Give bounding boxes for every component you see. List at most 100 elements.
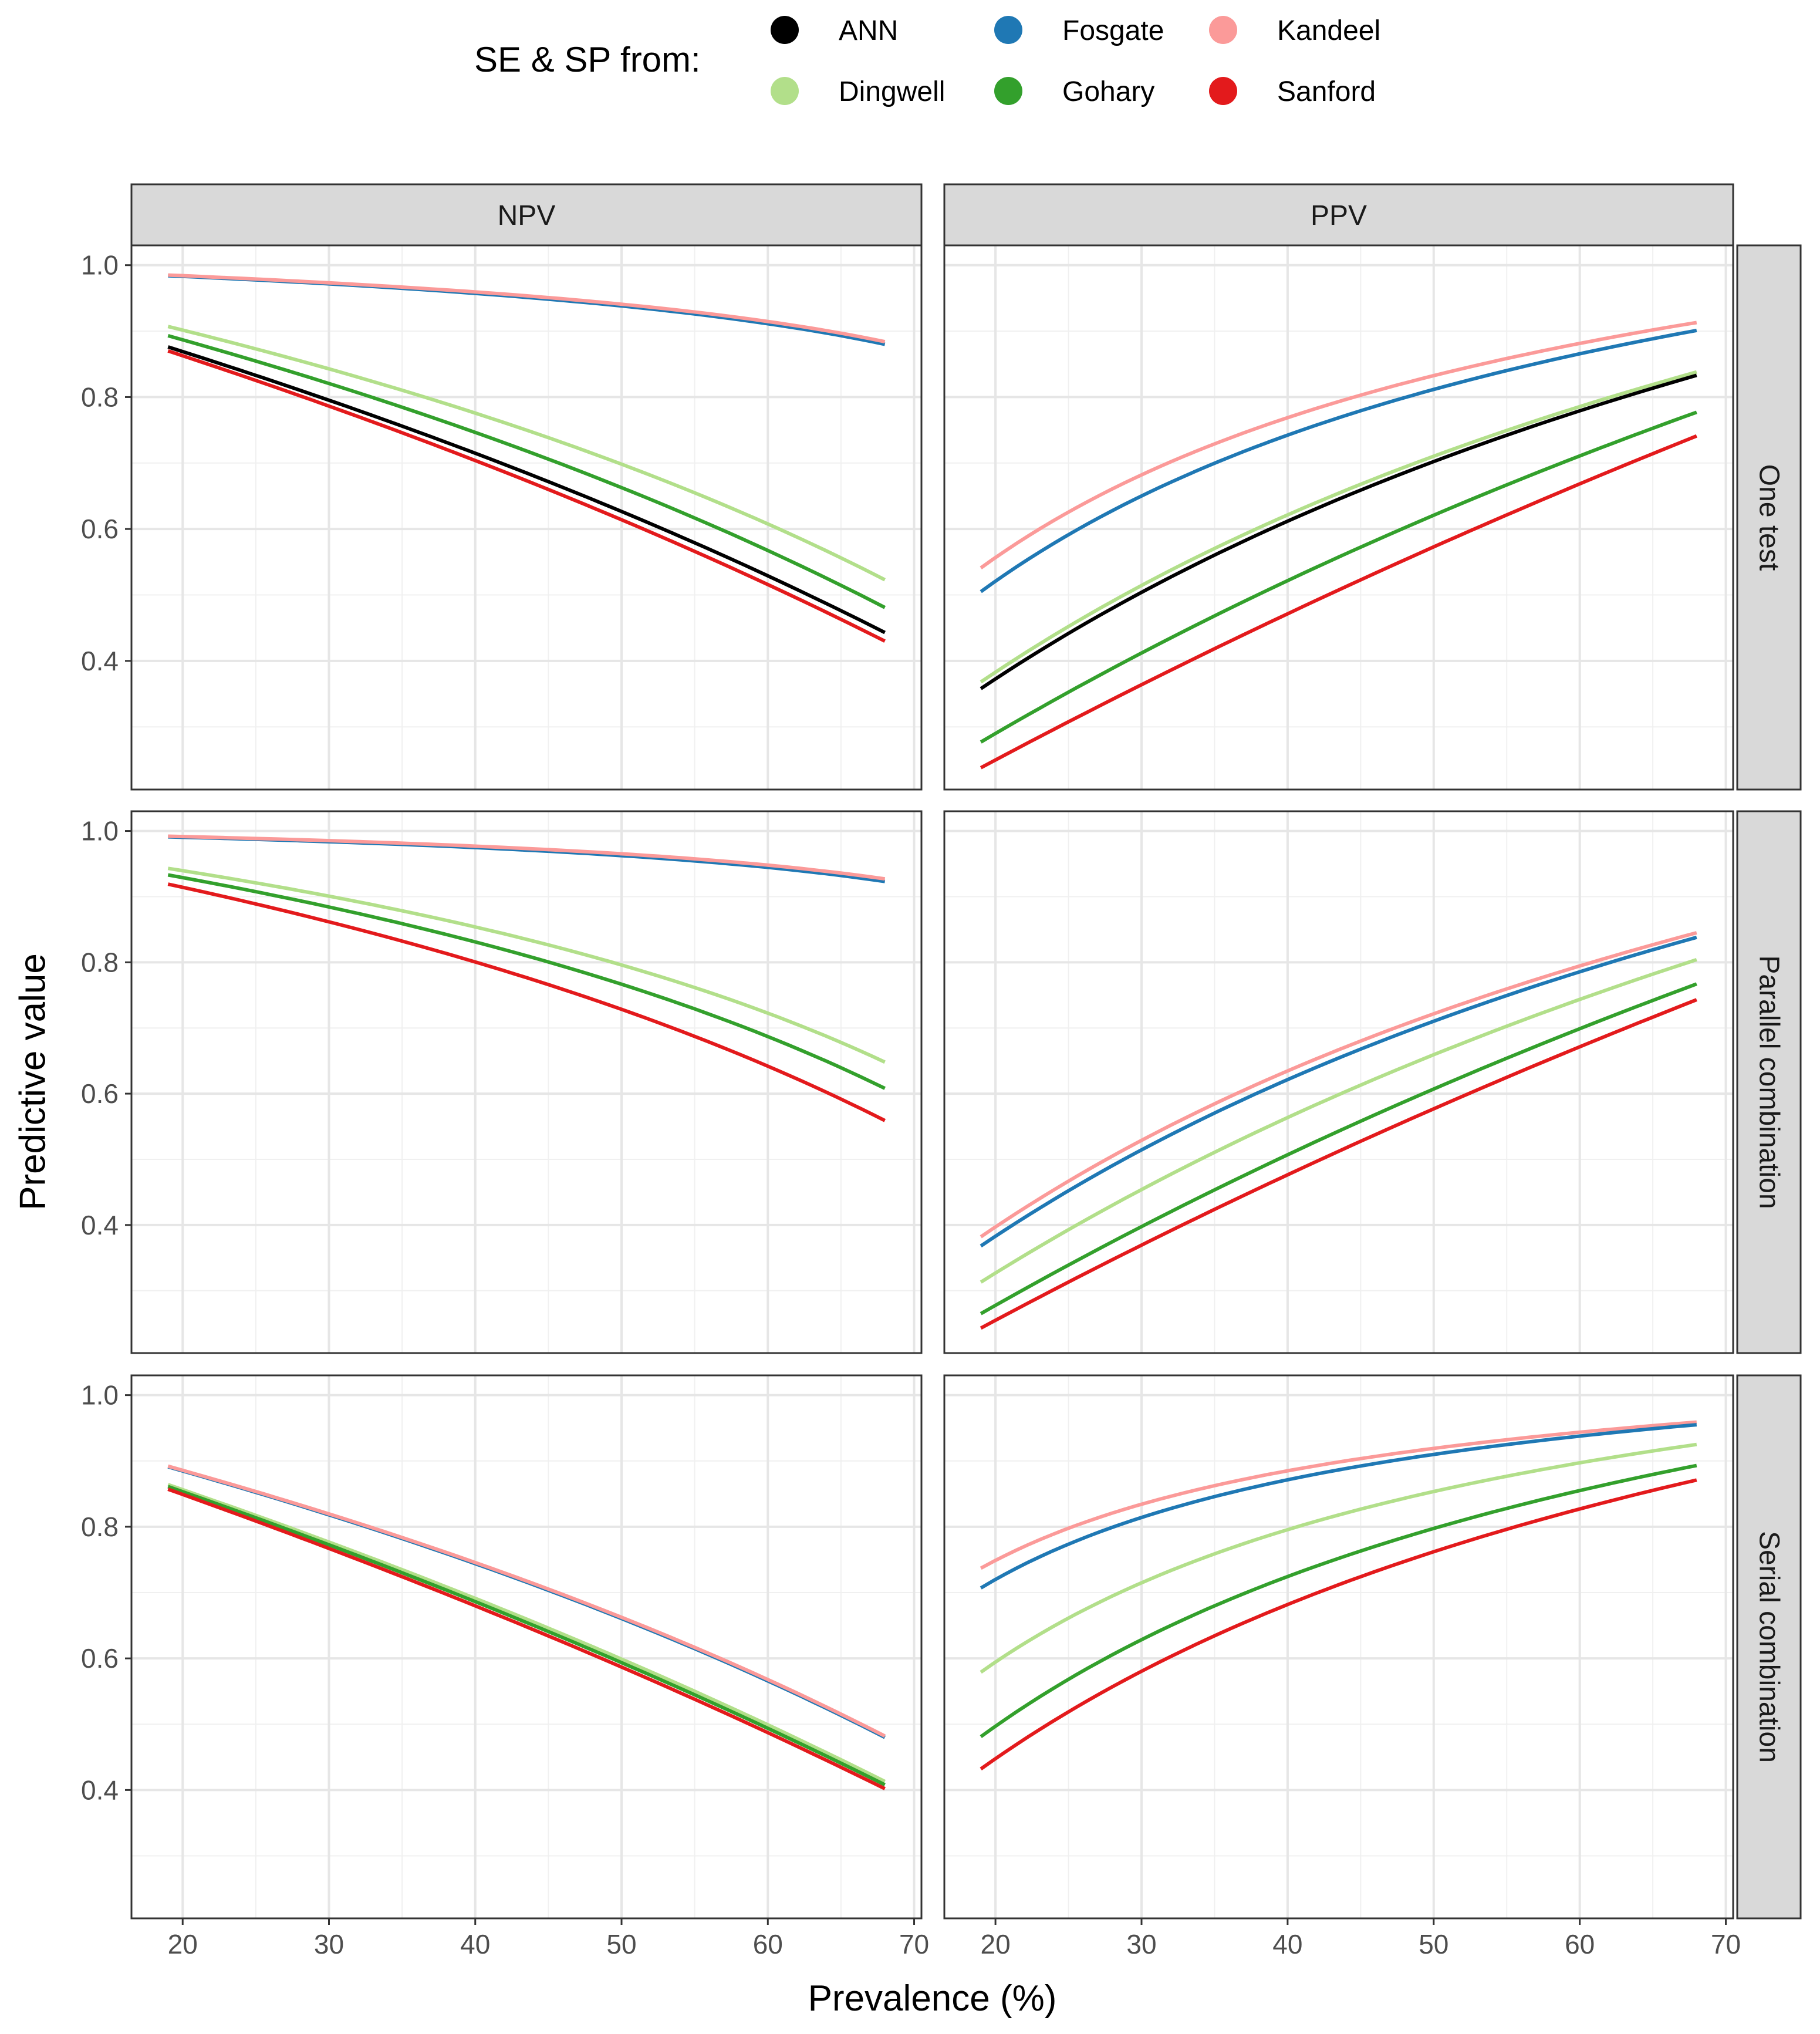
panel-border [943,1374,1734,1920]
strip-label-serial-combination: Serial combination [1754,1531,1785,1763]
strip-label-parallel-combination: Parallel combination [1754,955,1785,1209]
series-line-dingwell [980,370,1697,684]
legend-label-kandeel: Kandeel [1277,15,1380,46]
panel-parallel-combination-npv: 0.4 0.6 0.8 1.0 [81,810,923,1354]
x-tick-label: 50 [1419,1929,1448,1959]
y-tick-label: 1.0 [81,816,119,846]
legend-key-ann [771,16,799,44]
series-line-dingwell [167,866,886,1064]
y-tick-label: 0.6 [81,1643,119,1674]
series-line-gohary [167,1485,886,1787]
strip-label-npv: NPV [498,200,556,231]
legend: SE & SP from: ANN Dingwell Fosgate Gohary Ka… [474,15,1380,107]
panels: NPV PPV One test Parallel combination Serial… [81,183,1802,1959]
strip-ppv [943,183,1734,247]
x-tick-label: 30 [314,1929,344,1959]
legend-label-gohary: Gohary [1062,76,1154,107]
y-tick-label: 0.6 [81,1078,119,1109]
series-line-dingwell [980,957,1697,1284]
legend-key-kandeel [1209,16,1237,44]
legend-key-gohary [994,77,1022,105]
axis-titles: Prevalence (%) Predictive value [13,953,1057,2019]
legend-label-sanford: Sanford [1277,76,1376,107]
legend-key-dingwell [771,77,799,105]
x-tick-label: 40 [1272,1929,1302,1959]
series-line-sanford [980,434,1697,770]
panel-serial-combination-npv: 0.4 0.6 0.8 1.0 20 30 40 50 60 70 [81,1374,929,1959]
panel-border [943,810,1734,1354]
strip-serial-combination [1736,1374,1802,1920]
y-tick-label: 0.6 [81,514,119,544]
x-tick-label: 70 [1711,1929,1741,1959]
y-tick-label: 0.4 [81,1775,119,1805]
y-tick-label: 0.8 [81,382,119,412]
x-tick-label: 60 [753,1929,783,1959]
strip-label-one-test: One test [1754,464,1785,571]
series-line-fosgate [980,935,1697,1248]
panel-border [130,810,923,1354]
series-line-gohary [167,873,886,1090]
series-line-sanford [980,998,1697,1330]
legend-title: SE & SP from: [474,40,701,79]
panel-one-test-npv: 0.4 0.6 0.8 1.0 [81,244,923,791]
series-line-gohary [980,1463,1697,1738]
series-line-gohary [980,982,1697,1315]
panel-border [130,1374,923,1920]
legend-key-fosgate [994,16,1022,44]
series-line-dingwell [980,1442,1697,1674]
legend-label-dingwell: Dingwell [839,76,945,107]
legend-key-sanford [1209,77,1237,105]
series-line-dingwell [167,1483,886,1783]
legend-label-fosgate: Fosgate [1062,15,1164,46]
panel-background [131,1375,921,1918]
series-line-gohary [980,410,1697,744]
x-tick-label: 20 [981,1929,1011,1959]
series-line-kandeel [167,1464,886,1738]
strip-npv [130,183,923,247]
series-line-sanford [167,882,886,1122]
panel-background [944,245,1733,790]
series-line-sanford [980,1478,1697,1770]
series-line-fosgate [980,1423,1697,1590]
x-tick-label: 60 [1565,1929,1595,1959]
panel-background [944,811,1733,1353]
panel-background [131,245,921,790]
series-line-kandeel [980,1420,1697,1570]
panel-border [943,244,1734,791]
series-line-sanford [167,1487,886,1790]
x-axis-title: Prevalence (%) [808,1978,1057,2019]
y-tick-label: 0.8 [81,1512,119,1542]
x-tick-label: 50 [606,1929,636,1959]
series-line-gohary [167,334,886,609]
series-line-sanford [167,349,886,643]
y-tick-label: 1.0 [81,250,119,281]
y-tick-label: 0.4 [81,1210,119,1240]
strip-parallel-combination [1736,810,1802,1354]
series-line-kandeel [168,834,886,881]
panel-background [944,1375,1733,1918]
series-line-fosgate [980,328,1697,593]
series-line-kandeel [980,931,1697,1239]
y-tick-label: 1.0 [81,1380,119,1411]
series-line-kandeel [980,321,1697,569]
panel-parallel-combination-ppv [943,810,1734,1354]
y-axis-title: Predictive value [13,953,53,1210]
series-line-ann [980,373,1697,690]
series-line-ann [167,345,886,635]
panel-one-test-ppv [943,244,1734,791]
panel-border [130,244,923,791]
panel-serial-combination-ppv: 20 30 40 50 60 70 [943,1374,1741,1959]
y-tick-label: 0.8 [81,947,119,977]
y-tick-label: 0.4 [81,646,119,676]
series-line-dingwell [167,325,886,582]
series-line-kandeel [168,273,886,344]
x-tick-label: 30 [1126,1929,1156,1959]
x-tick-label: 20 [168,1929,198,1959]
x-tick-label: 70 [899,1929,929,1959]
panel-background [131,811,921,1353]
legend-label-ann: ANN [839,15,898,46]
x-tick-label: 40 [460,1929,490,1959]
strip-label-ppv: PPV [1311,200,1367,231]
strip-one-test [1736,244,1802,791]
